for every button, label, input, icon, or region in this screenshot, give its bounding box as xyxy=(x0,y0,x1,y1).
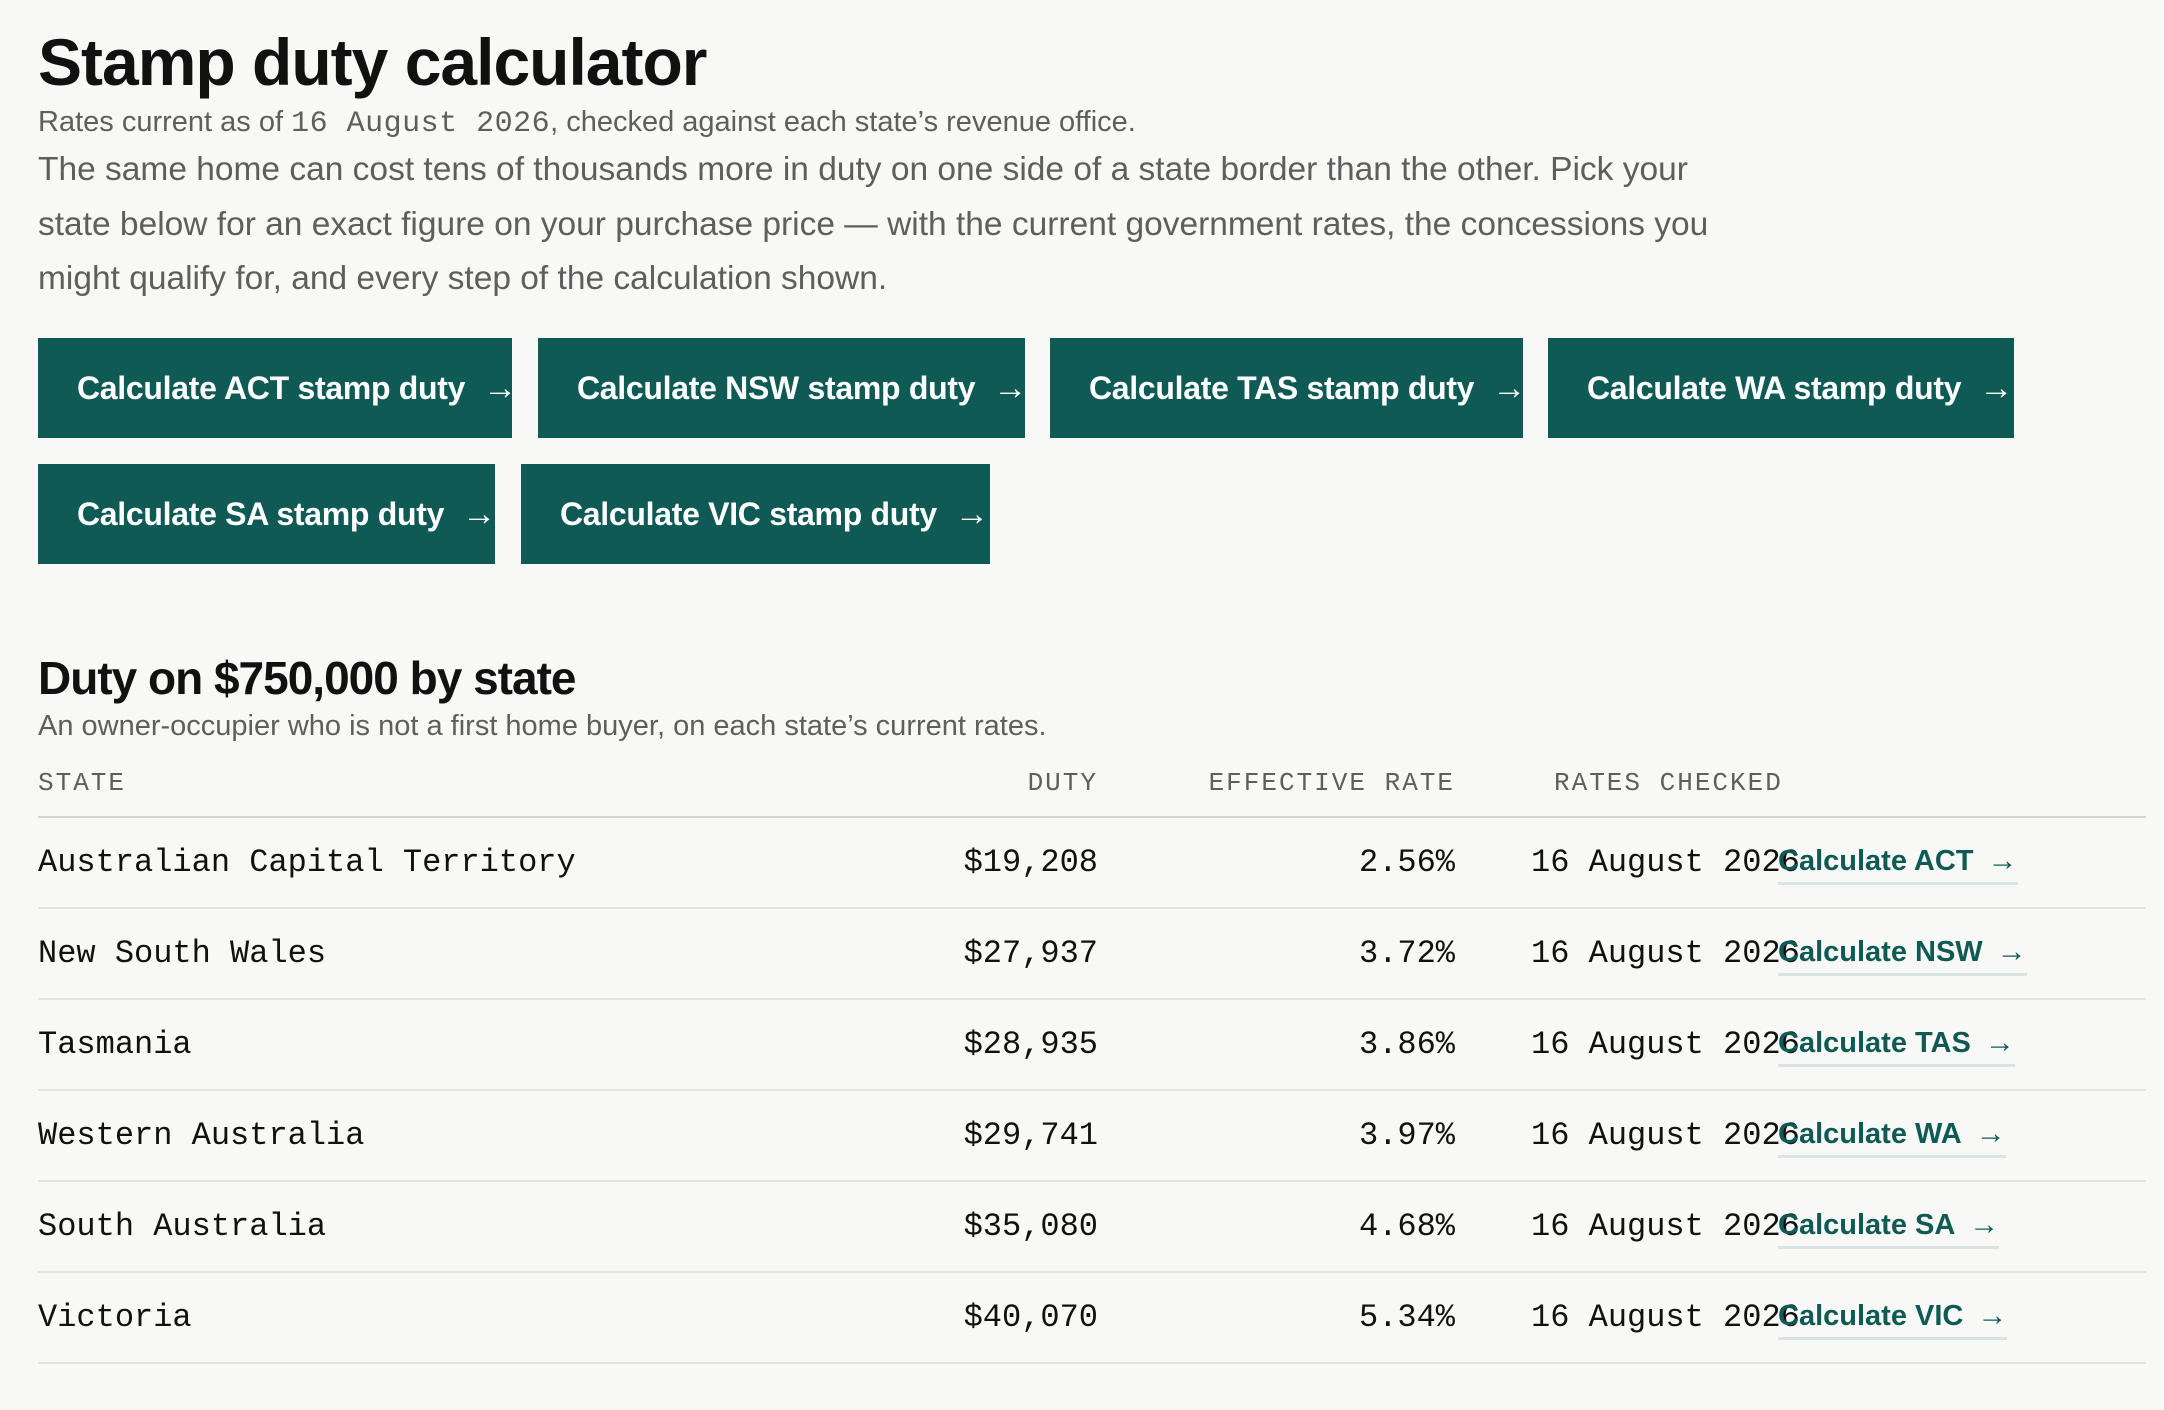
table-row-nsw: New South Wales $27,937 3.72% 16 August … xyxy=(38,909,2146,1000)
duty-value: $35,080 xyxy=(963,1208,1098,1245)
table-row-act: Australian Capital Territory $19,208 2.5… xyxy=(38,818,2146,909)
calculate-wa-button-label: Calculate WA stamp duty xyxy=(1587,369,1962,406)
duty-value: $27,937 xyxy=(963,935,1098,972)
rates-checked-date: 16 August 2026 xyxy=(1531,1208,1800,1245)
state-name: Australian Capital Territory xyxy=(38,844,576,881)
rates-checked-date: 16 August 2026 xyxy=(1531,1026,1800,1063)
rates-current-note: Rates current as of 16 August 2026, chec… xyxy=(38,104,1136,142)
effective-rate-value: 3.97% xyxy=(1358,1117,1455,1154)
effective-rate-value: 2.56% xyxy=(1358,844,1455,881)
calculate-tas-link-label: Calculate TAS xyxy=(1778,1027,1971,1059)
calculate-wa-link[interactable]: Calculate WA → xyxy=(1778,1114,2006,1158)
arrow-right-icon: → xyxy=(1975,1117,2006,1150)
rates-checked-date: 16 August 2026 xyxy=(1531,844,1800,881)
duty-value: $19,208 xyxy=(963,844,1098,881)
duty-value: $29,741 xyxy=(963,1117,1098,1154)
arrow-right-icon: → xyxy=(1987,844,2018,877)
calculate-nsw-link[interactable]: Calculate NSW → xyxy=(1778,932,2027,976)
calculate-tas-link[interactable]: Calculate TAS → xyxy=(1778,1023,2015,1067)
calculate-nsw-link-label: Calculate NSW xyxy=(1778,936,1983,968)
table-row-wa: Western Australia $29,741 3.97% 16 Augus… xyxy=(38,1091,2146,1182)
arrow-right-icon: → xyxy=(462,494,496,533)
calculate-sa-link[interactable]: Calculate SA → xyxy=(1778,1205,2000,1249)
calculator-button-group: Calculate ACT stamp duty → Calculate NSW… xyxy=(38,338,2138,568)
comparison-title: Duty on $750,000 by state xyxy=(38,652,576,704)
intro-text: The same home can cost tens of thousands… xyxy=(38,151,1709,297)
calculate-act-button[interactable]: Calculate ACT stamp duty → xyxy=(38,338,517,438)
calculate-vic-link[interactable]: Calculate VIC → xyxy=(1778,1296,2008,1340)
rates-date: 16 August 2026 xyxy=(291,107,551,141)
arrow-right-icon: → xyxy=(1984,1026,2015,1059)
column-header-state: STATE xyxy=(38,768,127,798)
state-name: Tasmania xyxy=(38,1026,192,1063)
calculate-sa-button-label: Calculate SA stamp duty xyxy=(77,495,445,532)
duty-value: $40,070 xyxy=(963,1299,1098,1336)
rates-checked-date: 16 August 2026 xyxy=(1531,935,1800,972)
calculate-nsw-button-label: Calculate NSW stamp duty xyxy=(577,369,976,406)
state-duty-table: STATE DUTY EFFECTIVE RATE RATES CHECKED … xyxy=(38,758,2146,1364)
state-name: New South Wales xyxy=(38,935,327,972)
table-header: STATE DUTY EFFECTIVE RATE RATES CHECKED xyxy=(38,758,2146,818)
rates-checked-date: 16 August 2026 xyxy=(1531,1299,1800,1336)
arrow-right-icon: → xyxy=(954,494,989,533)
arrow-right-icon: → xyxy=(993,368,1027,407)
calculate-wa-link-label: Calculate WA xyxy=(1778,1118,1962,1150)
table-row-sa: South Australia $35,080 4.68% 16 August … xyxy=(38,1182,2146,1273)
rates-prefix: Rates current as of xyxy=(38,106,283,138)
column-header-rates-checked: RATES CHECKED xyxy=(1554,768,1783,798)
effective-rate-value: 3.86% xyxy=(1358,1026,1455,1063)
calculate-act-button-label: Calculate ACT stamp duty xyxy=(77,369,466,406)
calculate-act-link-label: Calculate ACT xyxy=(1778,845,1974,877)
calculate-vic-button[interactable]: Calculate VIC stamp duty → xyxy=(521,464,990,564)
arrow-right-icon: → xyxy=(1492,368,1526,407)
table-row-vic: Victoria $40,070 5.34% 16 August 2026 Ca… xyxy=(38,1273,2146,1364)
arrow-right-icon: → xyxy=(483,368,517,407)
page-title: Stamp duty calculator xyxy=(38,25,707,99)
effective-rate-value: 3.72% xyxy=(1358,935,1455,972)
rates-suffix: , checked against each state’s revenue o… xyxy=(550,106,1136,138)
arrow-right-icon: → xyxy=(1977,1299,2008,1332)
calculate-act-link[interactable]: Calculate ACT → xyxy=(1778,841,2018,885)
calculate-nsw-button[interactable]: Calculate NSW stamp duty → xyxy=(538,338,1027,438)
effective-rate-value: 4.68% xyxy=(1358,1208,1455,1245)
arrow-right-icon: → xyxy=(1969,1208,2000,1241)
effective-rate-value: 5.34% xyxy=(1358,1299,1455,1336)
rates-checked-date: 16 August 2026 xyxy=(1531,1117,1800,1154)
arrow-right-icon: → xyxy=(1979,368,2013,407)
duty-value: $28,935 xyxy=(963,1026,1098,1063)
arrow-right-icon: → xyxy=(1996,935,2027,968)
state-name: Victoria xyxy=(38,1299,192,1336)
calculate-vic-link-label: Calculate VIC xyxy=(1778,1300,1964,1332)
calculate-vic-button-label: Calculate VIC stamp duty xyxy=(560,495,937,532)
calculate-tas-button[interactable]: Calculate TAS stamp duty → xyxy=(1050,338,1526,438)
calculate-sa-button[interactable]: Calculate SA stamp duty → xyxy=(38,464,496,564)
state-name: South Australia xyxy=(38,1208,327,1245)
state-name: Western Australia xyxy=(38,1117,365,1154)
calculate-sa-link-label: Calculate SA xyxy=(1778,1209,1956,1241)
table-row-tas: Tasmania $28,935 3.86% 16 August 2026 Ca… xyxy=(38,1000,2146,1091)
column-header-duty: DUTY xyxy=(1027,768,1098,798)
calculate-tas-button-label: Calculate TAS stamp duty xyxy=(1089,369,1475,406)
column-header-effective-rate: EFFECTIVE RATE xyxy=(1208,768,1455,798)
comparison-subtitle: An owner-occupier who is not a first hom… xyxy=(38,710,1047,742)
calculate-wa-button[interactable]: Calculate WA stamp duty → xyxy=(1548,338,2014,438)
